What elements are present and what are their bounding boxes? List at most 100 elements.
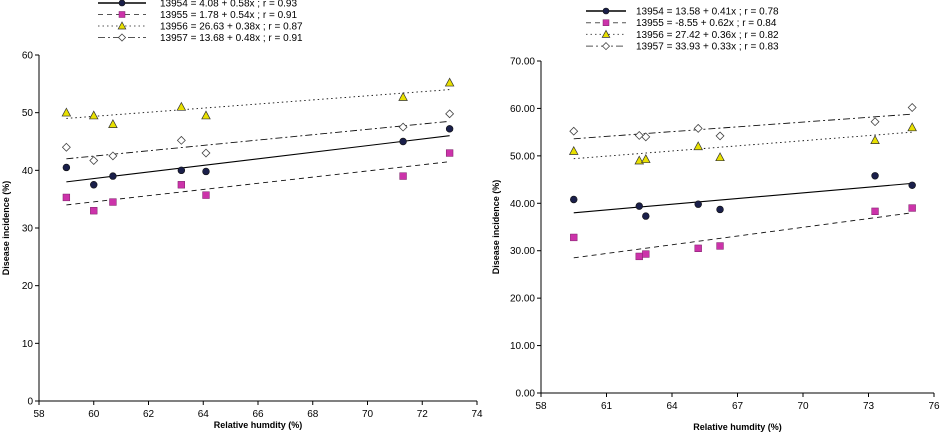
chart-1-point-13955 [90,207,98,215]
chart-2-point-13957 [870,117,880,127]
chart-2-y-tick-label: 0.00 [516,389,536,400]
chart-1-point-13957 [108,151,118,161]
chart-2-fit-line-13955 [573,212,913,259]
chart-2-x-tick-label: 61 [601,401,613,412]
chart-2-point-13955 [642,250,650,258]
chart-1-x-tick-label: 74 [471,409,483,420]
chart-2-point-13956 [907,122,917,132]
chart-1-fit-line-13955 [66,161,450,206]
chart-1-point-13954 [399,137,407,146]
chart-1: 0 10 20 30 40 50 60 58 60 62 64 66 68 70 72 74 Relative … [1,0,483,430]
chart-2-legend-marker-13954 [602,7,610,15]
chart-1-point-13956 [444,77,455,87]
chart-1-y-tick-label: 0 [27,397,33,408]
chart-1-legend-label-13955: 13955 = 1.78 + 0.54x ; r = 0.91 [160,10,297,21]
chart-2-point-13956 [568,145,579,155]
chart-2-point-13957 [634,130,644,140]
chart-2-y-tick-label: 10.00 [510,341,535,352]
chart-1-point-13954 [62,163,71,172]
chart-2-fit-line-13956 [573,131,913,160]
chart-2-point-13957 [715,131,725,141]
chart-2-y-tick-label: 60.00 [510,104,535,115]
chart-2-point-13956 [870,135,880,144]
chart-2-y-tick-label: 30.00 [510,246,535,257]
chart-1-x-axis-label: Relative humdity (%) [214,420,303,430]
chart-1-x-tick-label: 66 [252,409,264,420]
chart-1-legend-marker-13957 [117,33,127,42]
chart-1-x-tick-label: 58 [33,409,45,420]
chart-1-point-13954 [109,172,117,180]
chart-2-legend-label-13956: 13956 = 27.42 + 0.36x ; r = 0.82 [636,30,779,41]
chart-2-point-13955 [635,252,643,261]
chart-1-point-13955 [399,172,407,180]
chart-1-x-tick-label: 72 [417,409,429,420]
chart-1-point-13957 [445,109,455,119]
chart-1-y-tick-label: 40 [22,166,34,177]
chart-2-point-13954 [635,202,643,210]
chart-2-x-tick-label: 58 [535,401,547,412]
chart-2-legend-marker-13955 [602,19,610,26]
chart-2-x-tick-label: 76 [928,401,940,412]
chart-1-x-tick-label: 70 [362,409,374,420]
chart-1-point-13954 [177,166,186,175]
chart-2-legend-label-13954: 13954 = 13.58 + 0.41x ; r = 0.78 [636,7,779,18]
chart-1-point-13957 [398,122,408,132]
chart-2-legend-label-13957: 13957 = 33.93 + 0.33x ; r = 0.83 [636,42,779,53]
chart-2-point-13955 [570,233,578,242]
chart-1-fit-line-13957 [66,120,450,160]
chart-1-point-13955 [445,149,454,157]
chart-1-x-tick-label: 68 [307,409,319,420]
chart-1-y-axis-label: Disease incidence (%) [1,181,11,276]
chart-2-legend-marker-13957 [601,42,611,51]
chart-2-y-tick-label: 50.00 [510,151,535,162]
chart-2-x-tick-label: 73 [863,401,875,412]
chart-2-point-13954 [570,195,578,204]
chart-2-point-13956 [634,155,645,165]
chart-2-y-axis-label: Disease incidence (%) [491,180,501,275]
chart-1-y-tick-label: 60 [22,51,34,62]
chart-1-x-tick-label: 64 [198,409,210,420]
chart-2-point-13954 [642,212,650,220]
chart-1-point-13956 [201,110,211,120]
chart-2-point-13954 [694,200,702,208]
chart-2-point-13954 [871,172,879,180]
chart-1-y-tick-label: 30 [22,224,34,235]
chart-2-point-13956 [715,152,725,162]
chart-1-point-13954 [202,167,210,176]
chart-1-point-13955 [109,198,117,206]
chart-2-point-13955 [871,207,879,215]
chart-1-point-13957 [176,135,186,145]
chart-2-point-13956 [641,154,651,163]
chart-2-point-13957 [693,123,703,133]
chart-1-point-13956 [108,119,118,128]
chart-2: 0.00 10.00 20.00 30.00 40.00 50.00 60.00 70.00 5… [491,7,940,433]
chart-1-fit-line-13956 [66,89,450,119]
chart-2-x-tick-label: 70 [797,401,809,412]
chart-1-point-13955 [62,193,71,202]
chart-1-y-tick-label: 50 [22,108,34,119]
chart-1-point-13957 [61,142,71,152]
chart-2-x-tick-label: 67 [732,401,744,412]
chart-1-point-13954 [90,181,98,189]
chart-2-fit-line-13954 [573,182,913,214]
chart-2-point-13954 [716,205,724,214]
chart-1-fit-line-13954 [66,135,450,183]
chart-2-point-13955 [908,204,916,212]
chart-1-point-13957 [201,148,211,158]
chart-2-point-13954 [908,181,916,189]
chart-2-point-13957 [569,126,579,136]
chart-1-point-13956 [61,107,72,117]
chart-2-point-13955 [694,244,702,252]
chart-2-y-tick-label: 40.00 [510,199,535,210]
chart-2-legend-marker-13956 [601,29,611,38]
chart-1-point-13956 [88,110,99,120]
chart-2-y-tick-label: 20.00 [510,294,535,305]
chart-1-point-13954 [445,125,454,133]
chart-1-legend-marker-13954 [118,0,126,7]
chart-1-point-13956 [398,91,408,101]
chart-1-legend-marker-13955 [118,11,126,18]
chart-2-x-tick-label: 64 [666,401,678,412]
chart-1-point-13955 [202,191,210,199]
chart-1-point-13956 [176,101,187,111]
